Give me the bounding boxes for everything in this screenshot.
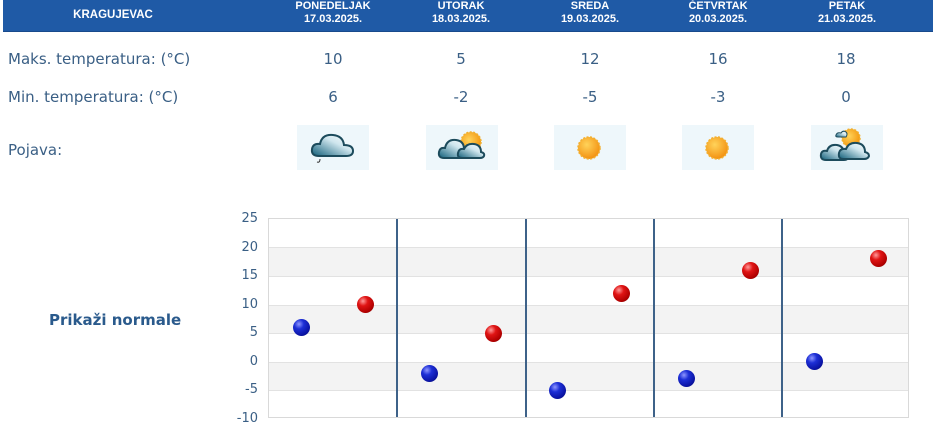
max-temp-dot: [742, 262, 759, 279]
day-date: 17.03.2025.: [303, 13, 363, 25]
max-temp-dot: [613, 285, 630, 302]
day-header-1: UTORAK 18.03.2025.: [421, 0, 501, 31]
max-temp-dot: [485, 325, 502, 342]
day-divider: [525, 219, 527, 417]
grid-band: [269, 305, 908, 333]
day-name: UTORAK: [437, 0, 485, 12]
day-header-4: PETAK 21.03.2025.: [807, 0, 887, 31]
max-temp-value: 10: [323, 50, 343, 68]
day-header-2: SREDA 19.03.2025.: [550, 0, 630, 31]
y-tick: 25: [241, 211, 258, 226]
day-date: 18.03.2025.: [431, 13, 491, 25]
city-name: KRAGUJEVAC: [73, 9, 153, 21]
day-date: 20.03.2025.: [688, 13, 748, 25]
sun-icon: [682, 125, 754, 170]
day-name: SREDA: [570, 0, 610, 12]
phenomenon-label: Pojava:: [8, 141, 63, 159]
grid-line: [269, 390, 908, 391]
max-temp-label: Maks. temperatura: (°C): [8, 50, 191, 68]
day-divider: [653, 219, 655, 417]
y-tick: -10: [236, 411, 258, 426]
min-temp-dot: [421, 365, 438, 382]
day-name: PONEDELJAK: [295, 0, 371, 12]
min-temp-value: -3: [710, 88, 726, 106]
partly-cloudy-icon: [426, 125, 498, 170]
y-tick: -5: [245, 382, 258, 397]
min-temp-value: 6: [328, 88, 338, 106]
max-temp-value: 5: [456, 50, 466, 68]
day-name: PETAK: [828, 0, 866, 12]
y-tick: 0: [249, 354, 258, 369]
sun-behind-clouds-icon: [811, 125, 883, 170]
min-temp-value: -5: [582, 88, 598, 106]
grid-band: [269, 247, 908, 276]
max-temp-value: 16: [708, 50, 728, 68]
grid-line: [269, 276, 908, 277]
forecast-header: KRAGUJEVAC PONEDELJAK 17.03.2025. UTORAK…: [3, 0, 933, 32]
max-temp-value: 18: [836, 50, 856, 68]
y-tick: 5: [249, 325, 258, 340]
grid-line: [269, 333, 908, 334]
day-header-3: ČETVRTAK 20.03.2025.: [678, 0, 758, 31]
day-date: 19.03.2025.: [560, 13, 620, 25]
min-temp-dot: [806, 353, 823, 370]
y-tick: 15: [241, 268, 258, 283]
temperature-chart: [268, 218, 909, 418]
grid-band: [269, 362, 908, 390]
show-normals-link[interactable]: Prikaži normale: [49, 311, 182, 329]
max-temp-value: 12: [580, 50, 600, 68]
day-divider: [781, 219, 783, 417]
day-divider: [396, 219, 398, 417]
sun-icon: [554, 125, 626, 170]
y-tick: 20: [241, 240, 258, 255]
day-name: ČETVRTAK: [688, 0, 748, 12]
day-header-0: PONEDELJAK 17.03.2025.: [293, 0, 373, 31]
grid-line: [269, 362, 908, 363]
min-temp-value: -2: [453, 88, 469, 106]
min-temp-value: 0: [841, 88, 851, 106]
min-temp-label: Min. temperatura: (°C): [8, 88, 179, 106]
cloud-drizzle-icon: [297, 125, 369, 170]
max-temp-dot: [357, 296, 374, 313]
min-temp-dot: [293, 319, 310, 336]
grid-line: [269, 305, 908, 306]
grid-line: [269, 247, 908, 248]
max-temp-dot: [870, 250, 887, 267]
min-temp-dot: [678, 370, 695, 387]
day-date: 21.03.2025.: [817, 13, 877, 25]
y-tick: 10: [241, 297, 258, 312]
min-temp-dot: [549, 382, 566, 399]
